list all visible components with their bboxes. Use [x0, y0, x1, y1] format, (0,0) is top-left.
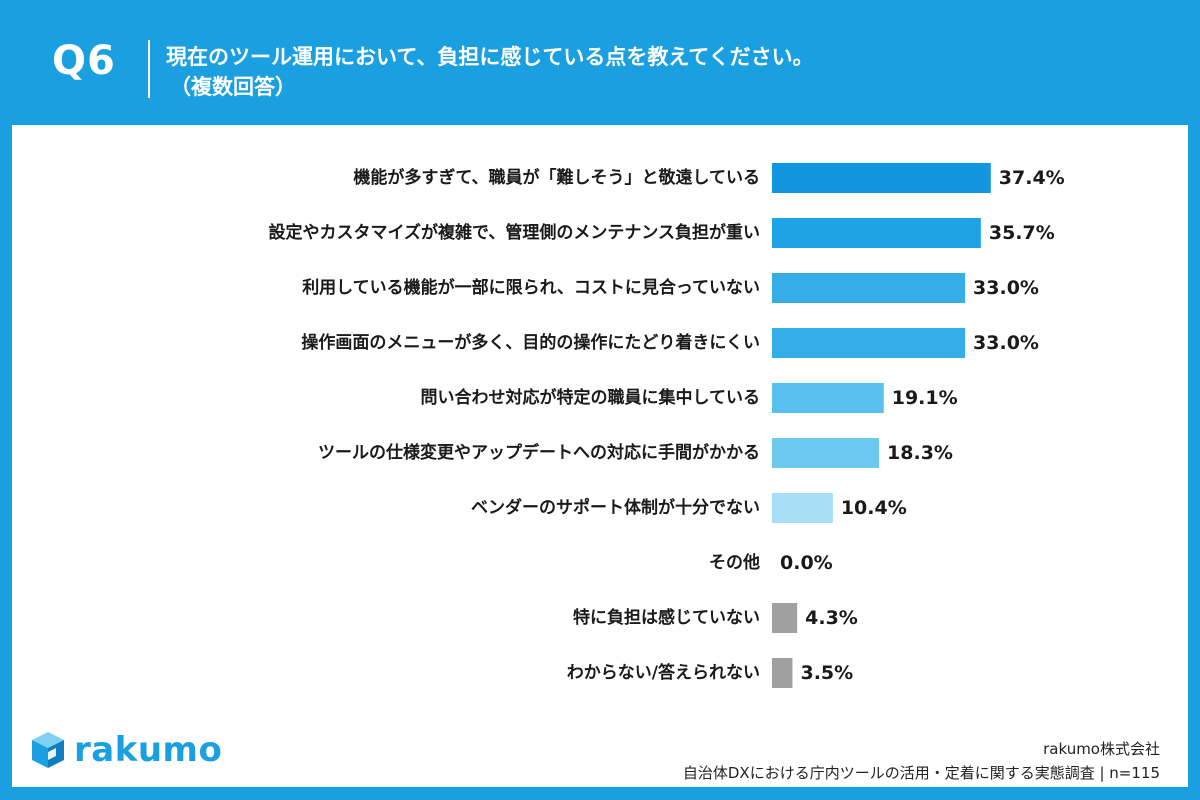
bar	[772, 658, 793, 688]
bar	[772, 383, 884, 413]
question-number: Q6	[52, 38, 116, 84]
category-label: 設定やカスタマイズが複雑で、管理側のメンテナンス負担が重い	[269, 222, 760, 243]
bar	[772, 163, 991, 193]
footer-credits: rakumo株式会社 自治体DXにおける庁内ツールの活用・定着に関する実態調査 …	[683, 737, 1160, 785]
bar	[772, 328, 966, 358]
category-label: 操作画面のメニューが多く、目的の操作にたどり着きにくい	[301, 332, 760, 353]
value-label: 33.0%	[973, 332, 1039, 354]
value-label: 37.4%	[999, 167, 1065, 189]
header-divider	[148, 40, 150, 98]
value-label: 3.5%	[800, 662, 853, 684]
bar	[772, 273, 966, 303]
category-label: 特に負担は感じていない	[573, 607, 760, 628]
bar-chart: 機能が多すぎて、職員が「難しそう」と敬遠している 37.4% 設定やカスタマイズが複…	[269, 163, 1065, 688]
category-label: 機能が多すぎて、職員が「難しそう」と敬遠している	[353, 167, 760, 188]
question-title: 現在のツール運用において、負担に感じている点を教えてください。 （複数回答）	[166, 42, 1166, 102]
value-label: 35.7%	[989, 222, 1055, 244]
header: Q6 現在のツール運用において、負担に感じている点を教えてください。 （複数回答…	[0, 0, 1200, 125]
rakumo-logo: rakumo	[30, 730, 222, 770]
category-label: 問い合わせ対応が特定の職員に集中している	[421, 387, 761, 408]
bar	[772, 493, 833, 523]
value-label: 10.4%	[841, 497, 907, 519]
value-label: 0.0%	[780, 552, 833, 574]
value-label: 4.3%	[805, 607, 858, 629]
company-name: rakumo株式会社	[1043, 740, 1160, 758]
question-subtitle: （複数回答）	[170, 75, 296, 99]
cube-logo-icon	[32, 732, 64, 768]
category-label: わからない/答えられない	[567, 662, 760, 683]
category-label: その他	[709, 552, 760, 573]
bar	[772, 218, 981, 248]
value-label: 19.1%	[892, 387, 958, 409]
question-title-text: 現在のツール運用において、負担に感じている点を教えてください。	[166, 45, 814, 69]
value-label: 33.0%	[973, 277, 1039, 299]
survey-name: 自治体DXにおける庁内ツールの活用・定着に関する実態調査 | n=115	[682, 764, 1160, 782]
category-label: 利用している機能が一部に限られ、コストに見合っていない	[302, 277, 760, 298]
logo-text: rakumo	[74, 730, 223, 770]
category-label: ベンダーのサポート体制が十分でない	[471, 497, 760, 518]
bar	[772, 438, 880, 468]
bar	[772, 603, 798, 633]
value-label: 18.3%	[887, 442, 953, 464]
chart-panel: 機能が多すぎて、職員が「難しそう」と敬遠している 37.4% 設定やカスタマイズが複…	[12, 125, 1188, 787]
category-label: ツールの仕様変更やアップデートへの対応に手間がかかる	[318, 442, 760, 463]
